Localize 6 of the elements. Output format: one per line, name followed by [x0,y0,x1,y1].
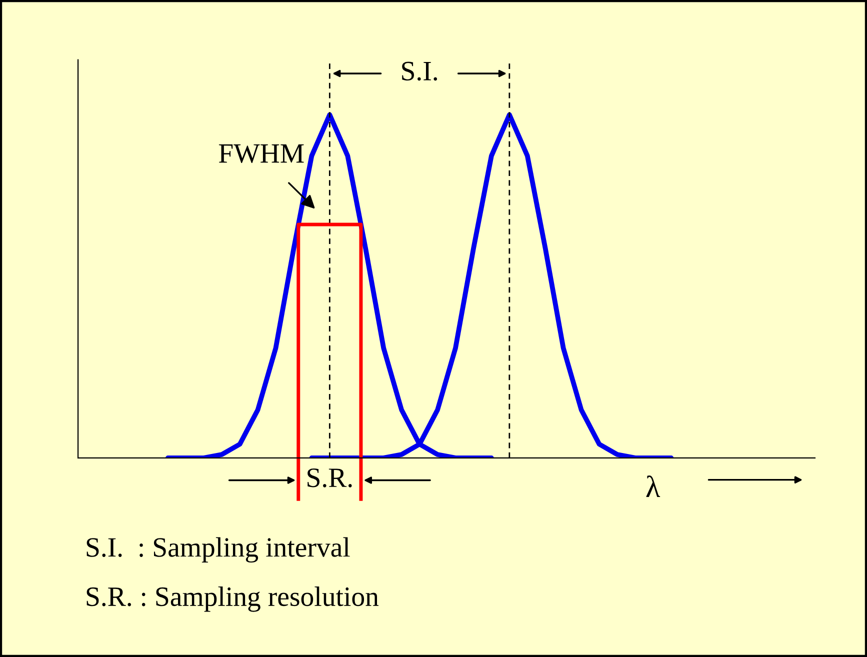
text: S.I. [402,62,438,81]
annotation: FWHM [218,144,304,163]
text: S.I. : Sampling interval [86,537,350,563]
x-axis-title: λ [646,476,660,498]
text: S.R. : Sampling resolution [86,586,379,612]
text: S.R. [308,468,352,488]
